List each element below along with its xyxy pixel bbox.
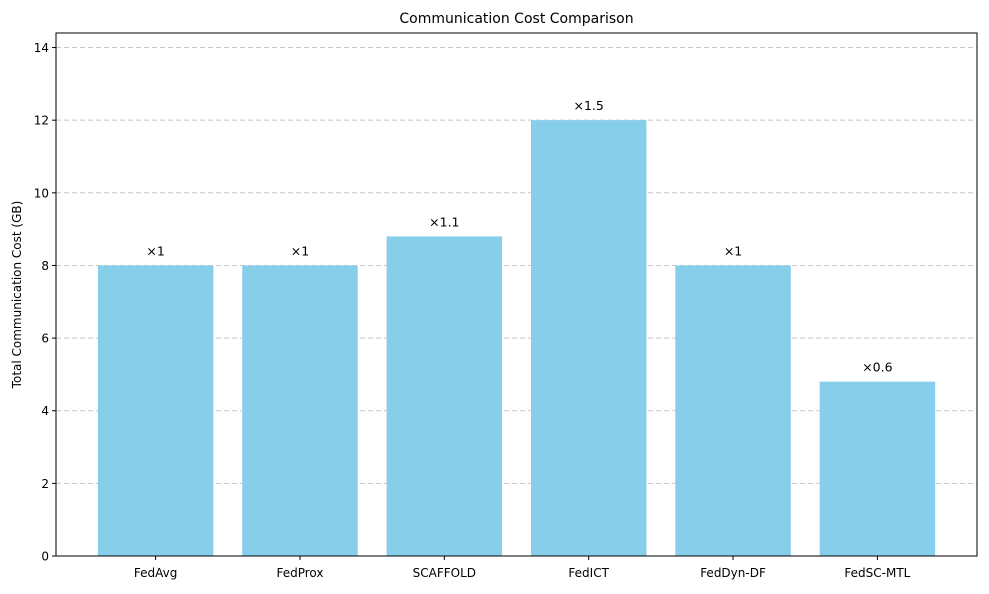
bar-scaffold xyxy=(386,236,503,556)
chart-title: Communication Cost Comparison xyxy=(399,11,633,27)
plot-frame xyxy=(55,32,978,557)
y-tick-label: 0 xyxy=(41,550,49,564)
x-tick-label: SCAFFOLD xyxy=(413,566,476,580)
bar-annotations: ×1 ×1 ×1.1 ×1.5 ×1 ×0.6 xyxy=(146,98,892,375)
bar-feddyn-df xyxy=(675,265,791,556)
bar-annotation: ×1 xyxy=(291,243,309,258)
y-axis-label: Total Communication Cost (GB) xyxy=(10,201,24,390)
x-axis: FedAvg FedProx SCAFFOLD FedICT FedDyn-DF FedS… xyxy=(134,556,911,580)
bar-annotation: ×0.6 xyxy=(862,360,892,375)
y-axis: 0 2 4 6 8 10 12 14 xyxy=(34,41,56,564)
bars xyxy=(97,120,936,557)
y-tick-label: 4 xyxy=(41,404,49,418)
bar-fedprox xyxy=(242,265,358,556)
bar-fedavg xyxy=(97,265,214,556)
y-tick-label: 12 xyxy=(34,114,49,128)
x-tick-label: FedProx xyxy=(276,566,323,580)
bar-annotation: ×1.1 xyxy=(429,214,459,229)
y-tick-label: 10 xyxy=(34,186,49,200)
bar-annotation: ×1.5 xyxy=(573,98,603,113)
bar-fedsc-mtl xyxy=(819,381,936,556)
y-tick-label: 8 xyxy=(41,259,49,273)
x-tick-label: FedDyn-DF xyxy=(700,566,766,580)
bar-annotation: ×1 xyxy=(146,243,164,258)
y-tick-label: 6 xyxy=(41,332,49,346)
x-tick-label: FedSC-MTL xyxy=(844,566,910,580)
bar-annotation: ×1 xyxy=(724,243,742,258)
x-tick-label: FedAvg xyxy=(134,566,177,580)
x-tick-label: FedICT xyxy=(568,566,609,580)
y-tick-label: 2 xyxy=(41,477,49,491)
y-tick-label: 14 xyxy=(34,41,49,55)
bar-fedict xyxy=(530,120,647,557)
